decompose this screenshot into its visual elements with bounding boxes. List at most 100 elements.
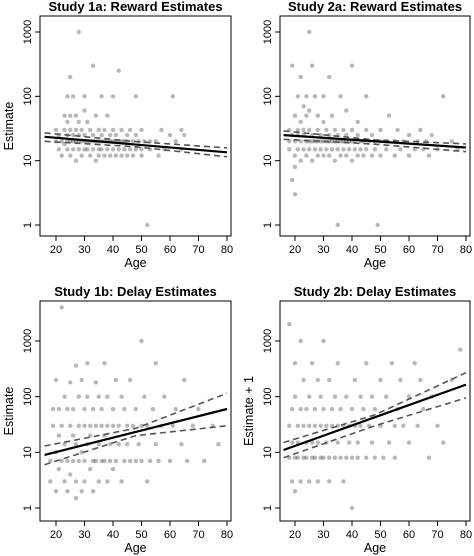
data-point xyxy=(73,127,79,133)
data-point xyxy=(287,423,292,428)
data-point xyxy=(364,127,369,133)
data-point xyxy=(378,127,383,133)
data-point xyxy=(335,222,340,228)
data-point xyxy=(70,94,76,99)
data-point xyxy=(426,153,432,158)
data-point xyxy=(116,68,121,73)
data-point xyxy=(389,360,395,366)
data-point xyxy=(85,119,90,125)
data-point xyxy=(349,127,355,133)
data-point xyxy=(344,153,349,158)
data-point xyxy=(153,441,158,447)
data-point xyxy=(364,147,369,152)
ci-upper-line xyxy=(283,130,467,145)
data-point xyxy=(338,153,343,158)
data-point xyxy=(79,377,84,383)
data-point xyxy=(298,479,303,484)
panel-1: Study 1a: Reward Estimates 20 30 40 50 60 70 80… xyxy=(2,0,233,270)
data-point xyxy=(349,455,355,460)
data-point xyxy=(59,458,64,464)
data-point xyxy=(418,377,423,383)
data-point xyxy=(122,458,127,464)
data-point xyxy=(96,441,101,447)
data-point xyxy=(412,360,417,366)
data-point xyxy=(59,153,64,158)
data-point xyxy=(429,132,434,138)
data-point xyxy=(312,423,318,428)
data-point xyxy=(295,423,301,428)
x-tick-label: 70 xyxy=(192,529,204,541)
data-point xyxy=(295,127,301,133)
x-tick-label: 80 xyxy=(221,244,233,256)
x-axis-label: Age xyxy=(124,541,146,555)
panel-title: Study 1a: Reward Estimates xyxy=(48,0,222,14)
data-point xyxy=(73,479,79,484)
data-point xyxy=(62,127,67,133)
data-point xyxy=(307,29,312,35)
data-point xyxy=(88,423,93,428)
data-point xyxy=(372,147,377,152)
data-point xyxy=(96,127,101,133)
data-point xyxy=(102,153,107,158)
data-point xyxy=(369,394,375,399)
data-point xyxy=(381,455,386,460)
data-point xyxy=(70,406,76,412)
data-point xyxy=(88,153,93,158)
x-tick-label: 40 xyxy=(107,244,119,256)
x-axis-label: Age xyxy=(124,256,146,270)
data-point xyxy=(182,377,187,383)
data-point xyxy=(68,423,73,428)
data-point xyxy=(341,479,346,484)
x-tick-label: 70 xyxy=(431,529,443,541)
data-point xyxy=(82,147,87,152)
data-point xyxy=(59,423,64,428)
data-point xyxy=(349,406,355,412)
data-point xyxy=(88,466,93,472)
data-point xyxy=(361,406,366,412)
data-point xyxy=(119,127,124,133)
data-point xyxy=(358,147,363,152)
data-point xyxy=(341,147,346,152)
regression-lines xyxy=(44,392,228,466)
x-tick-label: 50 xyxy=(374,244,386,256)
data-point xyxy=(315,127,320,133)
y-tick-label: 1 xyxy=(22,505,34,511)
data-point xyxy=(369,153,375,158)
data-point xyxy=(324,127,329,133)
data-point xyxy=(216,441,221,447)
data-point xyxy=(56,406,62,412)
data-point xyxy=(358,423,363,428)
data-point xyxy=(301,423,306,428)
data-point xyxy=(309,63,315,68)
plot-frame xyxy=(39,300,232,522)
data-point xyxy=(139,338,144,344)
data-point xyxy=(426,455,432,460)
data-point xyxy=(372,455,377,460)
data-point xyxy=(102,360,107,366)
data-point xyxy=(301,127,306,133)
data-point xyxy=(130,423,136,428)
data-point xyxy=(406,132,412,138)
data-point xyxy=(441,440,446,445)
data-point xyxy=(395,127,400,133)
data-point xyxy=(122,406,127,412)
data-point xyxy=(329,139,335,144)
data-point xyxy=(50,406,56,412)
x-tick-label: 20 xyxy=(289,244,301,256)
data-point xyxy=(332,127,338,133)
data-point xyxy=(79,153,84,158)
data-point xyxy=(190,423,195,428)
data-point xyxy=(85,360,90,366)
data-point xyxy=(68,472,73,477)
x-axis-label: Age xyxy=(364,541,386,555)
data-point xyxy=(62,479,67,484)
data-point xyxy=(65,489,70,494)
data-point xyxy=(309,440,315,445)
data-point xyxy=(341,127,346,133)
data-point xyxy=(153,360,158,366)
y-tick-label: 100 xyxy=(262,87,274,105)
data-point xyxy=(127,377,133,383)
data-point xyxy=(372,406,377,412)
data-point xyxy=(309,455,315,460)
y-tick-label: 1000 xyxy=(22,20,34,44)
